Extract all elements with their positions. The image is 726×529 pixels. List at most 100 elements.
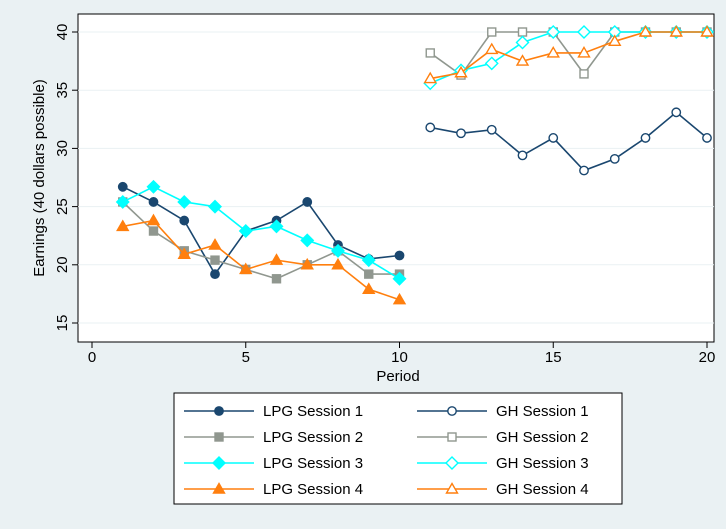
legend-item: GH Session 2 [417,429,589,446]
legend-item: LPG Session 1 [184,403,363,420]
legend-item: GH Session 1 [417,403,589,420]
data-point [148,197,159,207]
data-point [238,224,253,239]
y-tick-label: 35 [54,82,71,99]
data-point [239,262,253,275]
legend-marker [447,406,457,416]
series-line [430,111,708,172]
data-point [148,226,159,236]
data-point [484,56,499,71]
data-point [640,133,651,143]
data-point [425,48,435,58]
x-tick-label: 0 [88,349,96,366]
data-point [546,25,561,39]
data-point [146,213,161,226]
data-point [456,128,466,139]
data-point [548,133,559,143]
series-lpg-session-4 [116,213,407,305]
series-gh-session-1 [425,107,712,176]
data-point [300,257,314,270]
legend-label: GH Session 2 [496,429,589,446]
data-point [485,42,499,55]
data-point [487,27,497,37]
data-point [517,150,528,161]
data-point [546,46,560,58]
data-point [210,269,220,280]
x-tick-label: 20 [699,349,716,366]
data-point [331,257,345,270]
data-point [579,165,589,176]
data-point [179,215,190,226]
data-point [608,34,622,47]
data-point [269,219,284,234]
series-gh-session-4 [423,25,714,84]
data-point [117,181,128,192]
data-point [300,233,315,248]
legend-marker [445,456,459,470]
data-point [700,25,714,37]
data-point [669,25,683,37]
series-line [122,219,400,301]
data-point [515,35,530,50]
series-line [122,201,400,280]
x-tick-label: 5 [242,349,250,366]
data-point [515,54,530,66]
legend-marker [214,406,224,416]
x-tick-label: 10 [391,349,408,366]
data-point [423,71,437,84]
data-point [486,124,497,135]
axes: 15 20 25 30 35 40 0 5 10 15 20 [54,24,715,366]
data-point [609,153,620,164]
legend: LPG Session 1 LPG Session 2 LPG Session 3 L… [173,392,623,505]
data-point [454,65,468,78]
data-point [392,271,407,286]
data-point [146,179,161,194]
data-point [577,46,591,58]
x-axis-title: Period [376,368,419,385]
series-line [122,186,400,276]
data-point [208,199,222,214]
legend-item: GH Session 4 [417,481,589,498]
y-tick-label: 25 [54,198,71,215]
data-point [271,274,282,284]
plot-region-background [77,13,715,343]
data-point [208,238,222,250]
data-point [362,282,376,294]
legend-label: LPG Session 3 [263,455,363,472]
legend-marker [214,432,224,442]
legend-marker [447,432,457,442]
legend-item: LPG Session 4 [184,481,363,498]
data-point [579,69,589,79]
legend-marker [212,482,226,494]
legend-item: LPG Session 2 [184,429,363,446]
y-tick-label: 20 [54,256,71,273]
data-point [638,25,653,37]
data-point [671,107,682,118]
data-point [361,253,376,268]
data-point [392,292,407,305]
legend-label: LPG Session 4 [263,481,363,498]
legend-marker [212,456,226,470]
data-point [269,253,284,265]
series-layer [115,25,714,305]
legend-label: LPG Session 1 [263,403,363,420]
legend-item: LPG Session 3 [184,455,363,472]
legend-label: LPG Session 2 [263,429,363,446]
data-point [116,219,130,232]
x-tick-label: 15 [545,349,562,366]
y-tick-label: 30 [54,140,71,157]
data-point [302,197,313,207]
data-point [210,255,220,265]
data-point [425,122,436,133]
data-point [177,247,191,260]
y-tick-label: 15 [54,315,71,332]
series-lpg-session-3 [115,179,407,286]
data-point [115,194,130,209]
legend-label: GH Session 1 [496,403,589,420]
data-point [517,27,528,37]
series-line [430,31,707,80]
data-point [394,250,405,261]
data-point [177,194,192,209]
legend-label: GH Session 4 [496,481,589,498]
